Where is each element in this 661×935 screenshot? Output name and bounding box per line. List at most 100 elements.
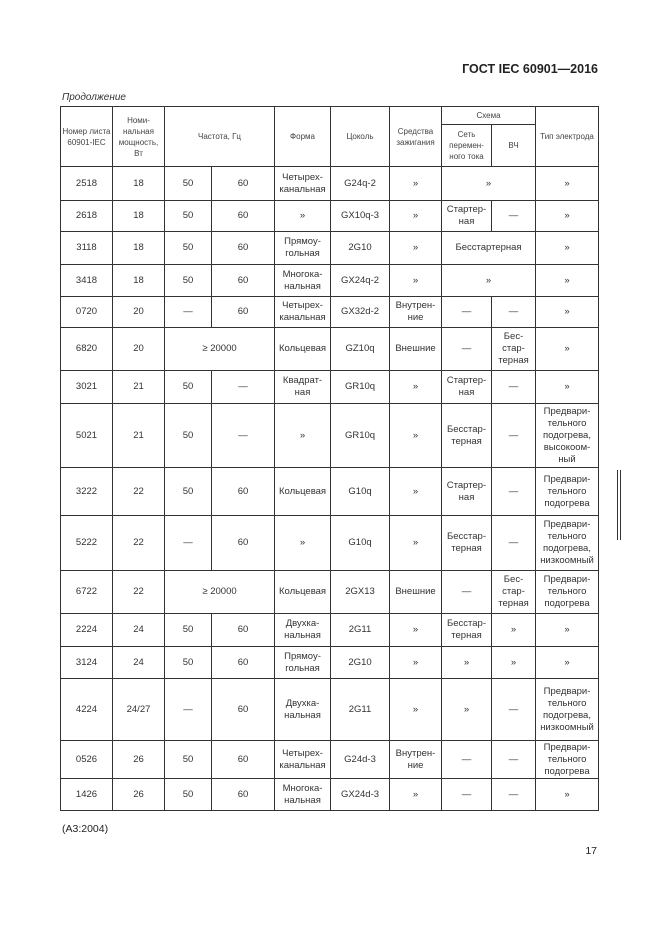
table-cell: 1426 <box>60 778 113 811</box>
table-cell: Внешние <box>389 570 443 614</box>
table-cell: » <box>274 403 332 468</box>
table-cell: Предвари-тельного подогрева, низкоомный <box>535 515 600 571</box>
lamp-table: Номер листа 60901-IEC Номи-нальная мощно… <box>60 106 600 811</box>
table-cell: Прямоу-гольная <box>274 646 332 679</box>
table-row: 3124 24 50 60 Прямоу-гольная 2G10»»»» <box>60 646 600 679</box>
table-row: 4224 24/27—60 Двухка-нальная 2G11»» — Предвар… <box>60 678 600 741</box>
table-cell: » <box>535 166 600 201</box>
table-cell: 22 <box>112 570 165 614</box>
table-row: 5021 21 50—» GR10q» Бесстар-терная — Предвари-… <box>60 403 600 468</box>
table-cell: 6820 <box>60 327 113 371</box>
table-cell: 2G11 <box>330 613 391 647</box>
table-cell: 21 <box>112 403 165 468</box>
table-cell: Четырех-канальная <box>274 740 332 779</box>
amendment-note: (А3:2004) <box>62 823 109 835</box>
table-cell: Предвари-тельного подогрева, низкоомный <box>535 678 600 741</box>
table-row: 6722 22 ≥ 20000 Кольцевая 2GX13 Внешние — Бес-с… <box>60 570 600 614</box>
table-row: 5222 22—60» G10q» Бесстар-терная — Предвари-т… <box>60 515 600 571</box>
table-cell: 60 <box>210 678 276 741</box>
table-cell: G24q-2 <box>330 166 391 201</box>
table-cell: » <box>535 613 600 647</box>
table-cell: » <box>491 613 537 647</box>
table-cell: — <box>164 296 212 328</box>
table-cell: 22 <box>112 515 165 571</box>
table-cell: » <box>389 370 443 404</box>
table-cell: — <box>491 515 537 571</box>
table-cell: 60 <box>210 264 276 297</box>
table-row: 3418 18 50 60 Многока-нальная GX24q-2»»» <box>60 264 600 297</box>
table-cell: 2GX13 <box>330 570 391 614</box>
header-frequency: Частота, Гц <box>163 106 276 167</box>
table-cell: GR10q <box>330 403 391 468</box>
table-cell: 4224 <box>60 678 113 741</box>
table-cell: » <box>389 403 443 468</box>
table-cell: Стартер-ная <box>441 370 493 404</box>
table-cell: » <box>389 515 443 571</box>
table-cell: — <box>210 370 276 404</box>
table-cell: Кольцевая <box>274 570 332 614</box>
table-cell: 50 <box>164 646 212 679</box>
table-cell: Двухка-нальная <box>274 678 332 741</box>
table-cell: » <box>274 515 332 571</box>
table-cell: 50 <box>164 740 212 779</box>
table-cell: 50 <box>164 166 212 201</box>
table-cell: 18 <box>112 200 165 232</box>
continuation-label: Продолжение <box>62 92 126 103</box>
table-cell: GZ10q <box>330 327 391 371</box>
header-shape: Форма <box>274 106 332 167</box>
table-cell: 2518 <box>60 166 113 201</box>
table-cell: — <box>491 403 537 468</box>
table-cell: » <box>389 200 443 232</box>
table-cell: 5021 <box>60 403 113 468</box>
change-bar <box>617 470 621 540</box>
table-cell: » <box>389 264 443 297</box>
table-cell: — <box>441 327 493 371</box>
table-cell: 0720 <box>60 296 113 328</box>
table-cell: Стартер-ная <box>441 467 493 516</box>
table-cell: 2G10 <box>330 231 391 265</box>
table-cell: 0526 <box>60 740 113 779</box>
table-cell: ≥ 20000 <box>163 327 276 371</box>
table-cell: Стартер-ная <box>441 200 493 232</box>
table-cell: Бесстар-терная <box>441 613 493 647</box>
table-cell: 50 <box>164 403 212 468</box>
table-cell: Предвари-тельного подогрева <box>535 570 600 614</box>
table-row: 3118 18 50 60 Прямоу-гольная 2G10» Бесстартерн… <box>60 231 600 265</box>
table-cell: 50 <box>164 264 212 297</box>
table-row: 2618 18 50 60» GX10q-3» Стартер-ная —» <box>60 200 600 232</box>
table-cell: » <box>535 778 600 811</box>
table-cell: » <box>441 166 537 201</box>
table-cell: 60 <box>210 646 276 679</box>
table-cell: — <box>210 403 276 468</box>
table-row: 0720 20—60 Четырех-канальная GX32d-2 Внутрен… <box>60 296 600 328</box>
table-cell: Четырех-канальная <box>274 296 332 328</box>
table-cell: GX24q-2 <box>330 264 391 297</box>
table-cell: — <box>491 296 537 328</box>
table-cell: Бесстар-терная <box>441 515 493 571</box>
table-cell: Кольцевая <box>274 467 332 516</box>
table-cell: 26 <box>112 778 165 811</box>
table-cell: 50 <box>164 370 212 404</box>
table-cell: G10q <box>330 467 391 516</box>
table-cell: 2G11 <box>330 678 391 741</box>
table-cell: GX32d-2 <box>330 296 391 328</box>
table-cell: 60 <box>210 613 276 647</box>
table-cell: » <box>441 264 537 297</box>
header-hf: ВЧ <box>491 124 537 167</box>
table-cell: — <box>441 296 493 328</box>
table-cell: G10q <box>330 515 391 571</box>
table-cell: 60 <box>210 515 276 571</box>
table-cell: — <box>491 370 537 404</box>
table-cell: Предвари-тельного подогрева <box>535 467 600 516</box>
table-row: 3222 22 50 60 Кольцевая G10q» Стартер-ная — Пред… <box>60 467 600 516</box>
table-cell: » <box>535 264 600 297</box>
table-cell: » <box>389 613 443 647</box>
table-cell: 20 <box>112 327 165 371</box>
table-cell: Бесстартерная <box>441 231 537 265</box>
table-cell: 60 <box>210 740 276 779</box>
table-cell: — <box>491 200 537 232</box>
table-cell: » <box>441 678 493 741</box>
table-cell: » <box>535 327 600 371</box>
table-cell: » <box>274 200 332 232</box>
table-cell: » <box>389 231 443 265</box>
